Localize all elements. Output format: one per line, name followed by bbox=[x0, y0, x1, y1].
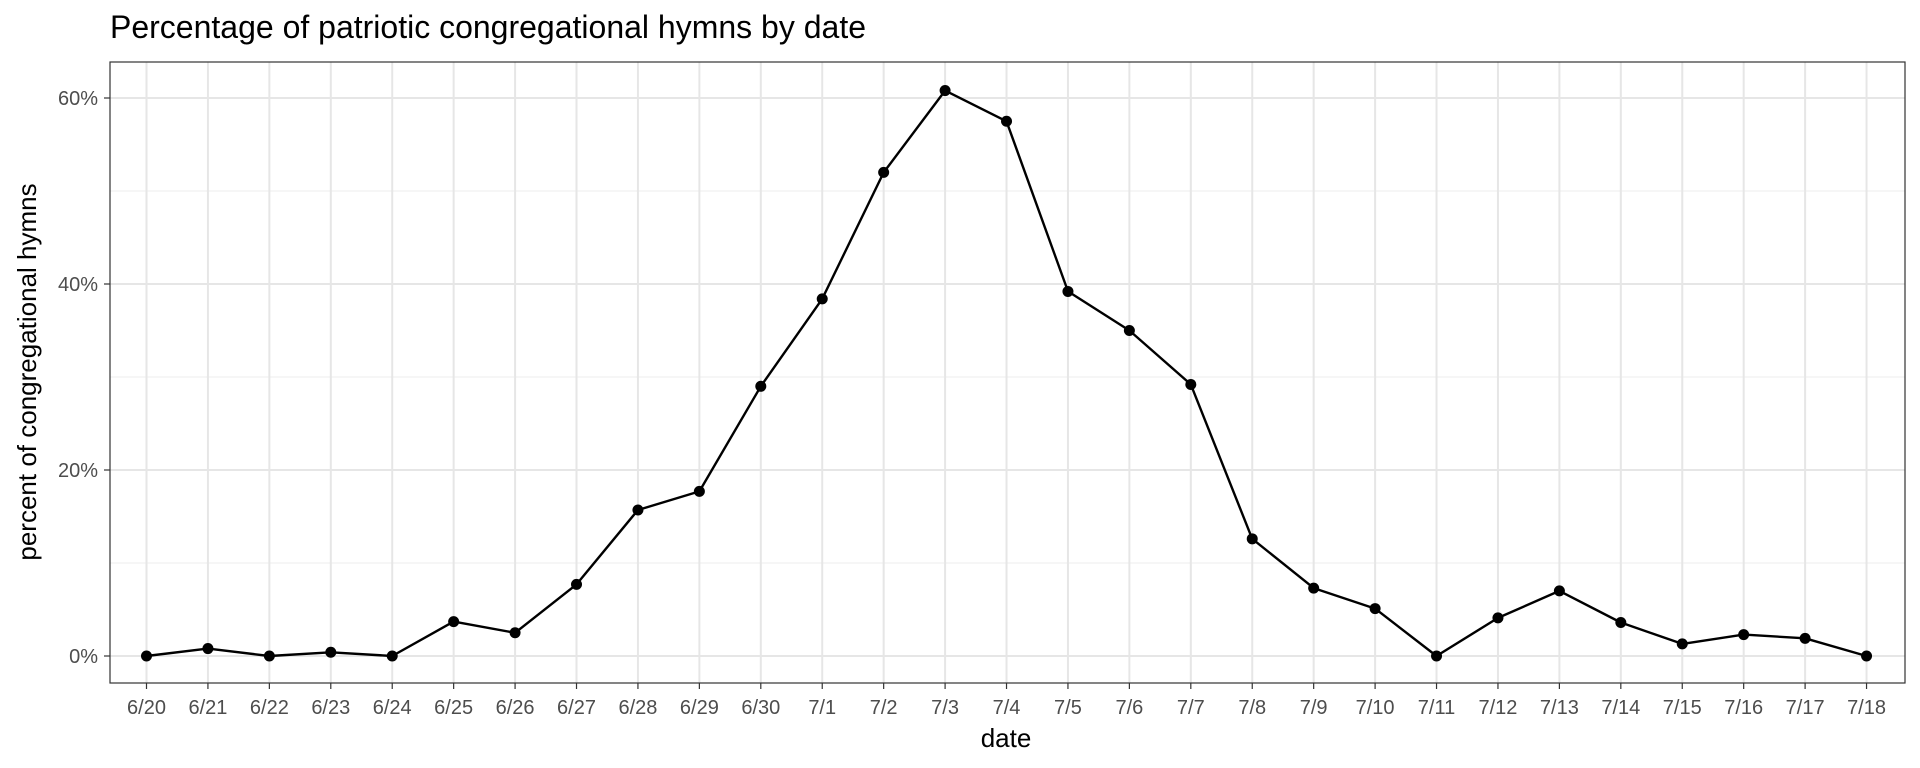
data-point bbox=[1799, 632, 1811, 644]
x-tick-label: 7/11 bbox=[1418, 697, 1455, 719]
x-tick-label: 6/29 bbox=[680, 697, 719, 719]
data-point bbox=[1123, 325, 1135, 336]
x-tick-label: 7/10 bbox=[1356, 697, 1395, 719]
x-tick-label: 7/7 bbox=[1177, 697, 1205, 719]
chart-title: Percentage of patriotic congregational h… bbox=[110, 9, 866, 45]
y-axis-title: percent of congregational hymns bbox=[12, 183, 42, 560]
x-tick-label: 6/22 bbox=[250, 697, 289, 719]
data-point bbox=[1185, 378, 1197, 390]
data-point bbox=[263, 650, 275, 662]
data-point bbox=[202, 643, 214, 655]
data-point bbox=[632, 504, 644, 516]
x-tick-label: 7/1 bbox=[808, 697, 836, 719]
data-point bbox=[1369, 603, 1381, 615]
data-point bbox=[816, 293, 828, 305]
data-point bbox=[1308, 582, 1320, 594]
axes: 0% 20% 40% 60% 6/20 6/21 6/22 6/23 6/24 6/25 6/26 6… bbox=[58, 61, 1906, 719]
data-point bbox=[939, 85, 951, 97]
x-tick-label: 7/9 bbox=[1300, 697, 1328, 719]
x-tick-label: 6/24 bbox=[373, 697, 412, 719]
plot-panel-border bbox=[109, 61, 1906, 684]
x-tick-label: 6/23 bbox=[311, 697, 350, 719]
x-tick-label: 6/27 bbox=[557, 697, 596, 719]
data-point bbox=[1062, 285, 1074, 297]
x-tick-label: 6/25 bbox=[434, 697, 473, 719]
data-point bbox=[1431, 650, 1443, 662]
data-point bbox=[1615, 617, 1627, 629]
x-tick-label: 7/6 bbox=[1115, 697, 1143, 719]
data-point bbox=[1492, 612, 1504, 624]
data-point bbox=[878, 166, 890, 178]
x-tick-label: 7/15 bbox=[1663, 697, 1702, 719]
x-tick-label: 7/17 bbox=[1786, 697, 1825, 719]
x-tick-label: 7/8 bbox=[1238, 697, 1266, 719]
x-tick-label: 7/4 bbox=[993, 697, 1021, 719]
x-tick-label: 6/30 bbox=[741, 697, 780, 719]
data-point bbox=[1553, 585, 1565, 597]
x-axis-title: date bbox=[981, 723, 1032, 753]
x-tick-label: 7/13 bbox=[1540, 697, 1579, 719]
data-point bbox=[1246, 533, 1258, 545]
x-tick-label: 7/5 bbox=[1054, 697, 1082, 719]
data-point bbox=[1676, 638, 1688, 650]
y-tick-label: 20% bbox=[58, 460, 98, 482]
data-point bbox=[1001, 115, 1013, 127]
x-tick-label: 6/28 bbox=[618, 697, 657, 719]
data-point bbox=[448, 616, 460, 628]
x-tick-label: 7/18 bbox=[1847, 697, 1886, 719]
y-tick-label: 40% bbox=[58, 274, 98, 296]
data-point bbox=[386, 650, 398, 662]
y-tick-label: 60% bbox=[58, 88, 98, 110]
x-tick-label: 7/2 bbox=[870, 697, 898, 719]
x-tick-label: 7/14 bbox=[1601, 697, 1640, 719]
data-point bbox=[325, 646, 337, 658]
x-tick-label: 7/12 bbox=[1478, 697, 1517, 719]
data-point bbox=[693, 485, 705, 497]
data-point bbox=[141, 650, 152, 662]
grid bbox=[110, 62, 1905, 683]
data-point bbox=[509, 627, 521, 639]
data-point bbox=[1861, 650, 1873, 662]
x-tick-label: 6/20 bbox=[127, 697, 166, 719]
data-point bbox=[571, 578, 583, 590]
data-point bbox=[755, 380, 767, 392]
x-tick-label: 7/3 bbox=[931, 697, 959, 719]
x-tick-label: 6/21 bbox=[188, 697, 227, 719]
y-tick-label: 0% bbox=[69, 646, 98, 668]
data-point bbox=[1738, 629, 1750, 641]
x-tick-label: 7/16 bbox=[1724, 697, 1763, 719]
x-tick-label: 6/26 bbox=[496, 697, 535, 719]
series bbox=[141, 85, 1873, 662]
